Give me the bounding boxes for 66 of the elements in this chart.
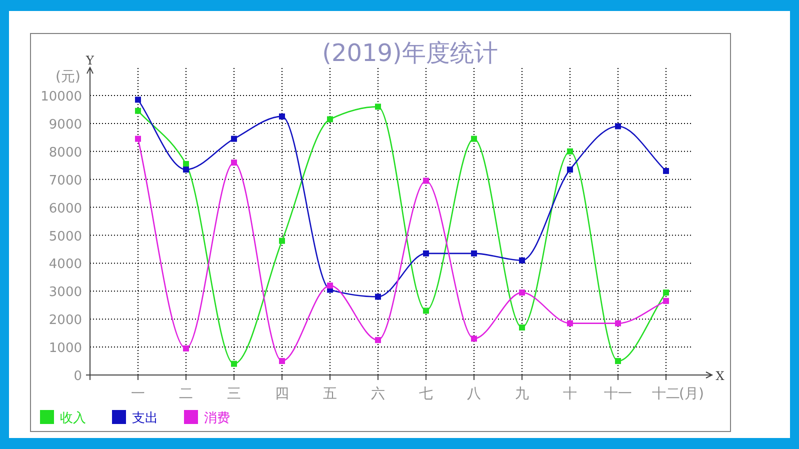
y-tick-label: 3000 [48, 285, 82, 300]
point [183, 160, 189, 167]
x-tick-label: 一 [131, 386, 145, 402]
point [471, 336, 477, 342]
x-tick-label: 八 [467, 386, 481, 402]
annotation: Y [85, 54, 96, 68]
point [567, 166, 573, 173]
point [375, 337, 381, 344]
y-tick-label: 9000 [48, 117, 82, 132]
x-tick-label: 五 [323, 386, 337, 402]
point [519, 290, 525, 296]
y-tick-label: 8000 [48, 145, 82, 160]
point [471, 136, 477, 142]
point [423, 308, 429, 314]
point [375, 294, 381, 300]
x-tick-label: 九 [515, 386, 529, 402]
point [567, 320, 573, 326]
point [663, 168, 669, 174]
point [423, 178, 429, 184]
y-tick-label: 5000 [48, 229, 82, 244]
point [519, 324, 525, 330]
point [231, 360, 237, 367]
point [135, 136, 141, 142]
point [423, 250, 429, 256]
x-tick-label: 十 [563, 386, 577, 402]
point [615, 123, 621, 130]
point [327, 282, 333, 289]
point [567, 148, 573, 154]
point [471, 250, 477, 256]
point [231, 160, 237, 166]
x-tick-label: 六 [371, 386, 385, 402]
x-tick-label: 四 [275, 386, 289, 402]
x-tick-label: 七 [419, 386, 433, 402]
x-tick-label: 二 [179, 386, 193, 402]
y-tick-label: 1000 [48, 341, 82, 356]
point [135, 96, 141, 103]
legend-label: 收入 [60, 411, 86, 426]
chart-title: (2019)年度统计 [322, 39, 498, 67]
point [615, 358, 621, 364]
y-tick-label: 4000 [48, 257, 82, 272]
y-tick-label: 6000 [48, 201, 82, 216]
point [279, 358, 285, 364]
point [663, 298, 669, 304]
x-tick-label: 三 [227, 386, 241, 402]
x-tick-label: 十二 [652, 386, 680, 402]
y-tick-label: 2000 [48, 313, 82, 328]
point [279, 113, 285, 120]
point [135, 108, 141, 114]
y-axis-title: (元) [56, 69, 80, 85]
point [183, 166, 189, 173]
point [615, 320, 621, 326]
point [183, 345, 189, 352]
point [327, 116, 333, 122]
point [231, 136, 237, 142]
legend-label: 支出 [132, 411, 158, 426]
legend-label: 消费 [204, 411, 230, 426]
point [519, 257, 525, 264]
x-tick-label: 十一 [604, 386, 632, 402]
x-axis-title: (月) [679, 386, 704, 402]
y-tick-label: 10000 [40, 90, 82, 104]
y-tick-label: 0 [74, 369, 82, 384]
point [279, 238, 285, 244]
point [663, 290, 669, 296]
y-tick-label: 7000 [48, 173, 82, 188]
text: X [716, 369, 725, 383]
point [375, 104, 381, 110]
